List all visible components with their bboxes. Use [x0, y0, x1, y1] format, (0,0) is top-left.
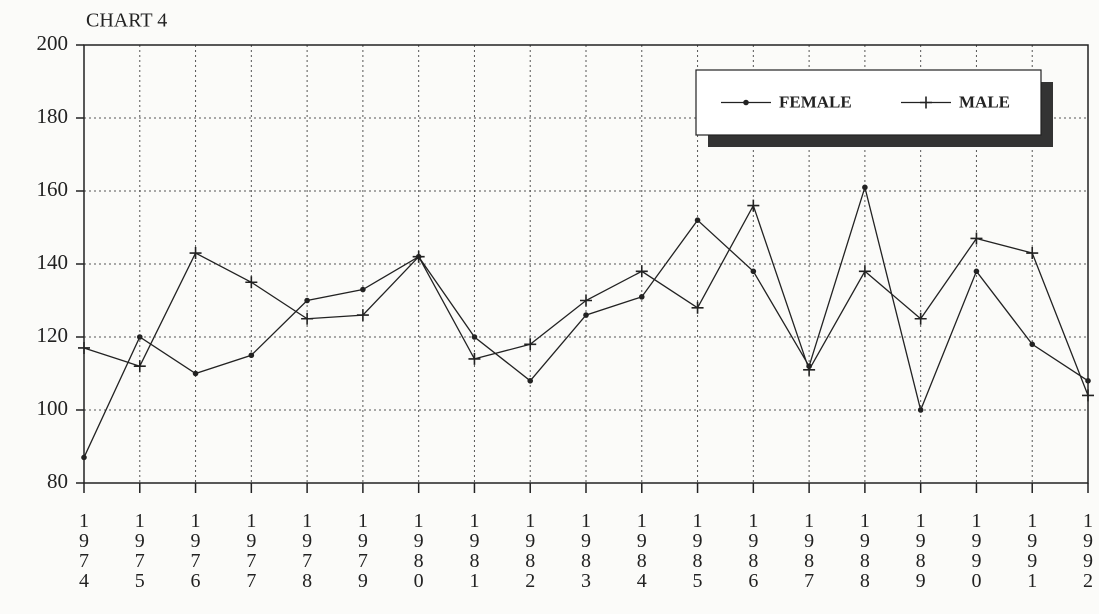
legend-label: MALE	[959, 92, 1010, 111]
point	[527, 378, 534, 384]
chart-title: CHART 4	[86, 10, 167, 32]
y-tick-label: 200	[37, 31, 69, 55]
legend-label: FEMALE	[779, 92, 852, 111]
y-tick-label: 80	[47, 469, 68, 493]
point	[1085, 378, 1091, 384]
point	[858, 265, 871, 278]
point	[81, 454, 87, 461]
point	[136, 334, 143, 340]
point	[580, 294, 592, 307]
y-tick-label: 180	[37, 104, 69, 128]
point	[638, 294, 645, 300]
point	[468, 352, 481, 365]
point	[356, 309, 369, 322]
point	[1029, 341, 1036, 348]
point	[248, 352, 255, 359]
y-tick-label: 140	[37, 250, 69, 274]
point	[691, 301, 704, 314]
point	[1082, 389, 1094, 402]
point	[412, 250, 425, 263]
point	[970, 232, 983, 245]
y-tick-label: 160	[37, 177, 69, 201]
point	[635, 265, 648, 278]
point	[301, 312, 314, 325]
point	[360, 286, 366, 293]
point	[694, 217, 701, 223]
point	[803, 363, 816, 376]
point	[862, 184, 868, 191]
point	[189, 247, 202, 260]
legend-marker	[920, 96, 932, 109]
point	[304, 297, 310, 304]
point	[1026, 247, 1039, 260]
point	[192, 370, 199, 377]
plot-frame	[83, 44, 1089, 484]
point	[583, 312, 589, 318]
y-tick-label: 100	[37, 396, 69, 420]
point	[471, 334, 478, 340]
point	[917, 407, 924, 413]
y-tick-label: 120	[37, 323, 69, 347]
point	[524, 338, 537, 351]
point	[133, 360, 146, 373]
legend-marker	[743, 99, 749, 106]
point	[747, 199, 760, 212]
point	[750, 268, 757, 275]
point	[973, 268, 980, 275]
point	[245, 276, 258, 289]
point	[78, 341, 90, 354]
point	[914, 312, 927, 325]
